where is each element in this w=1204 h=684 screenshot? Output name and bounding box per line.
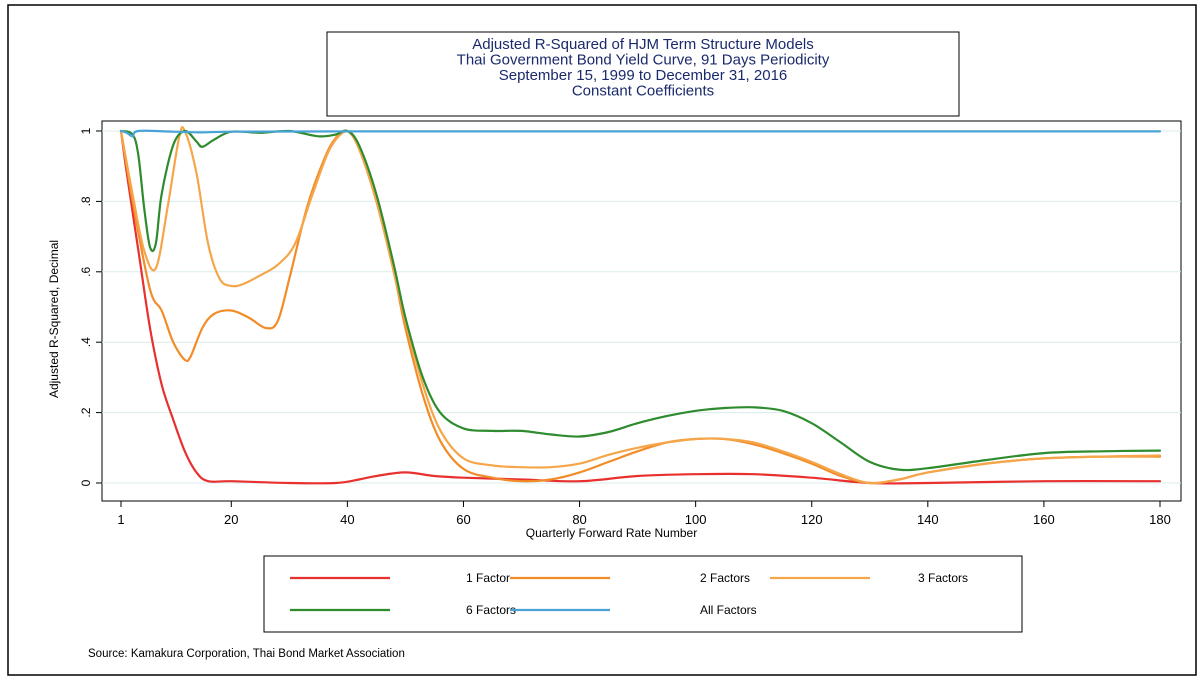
y-tick-label: .6 bbox=[79, 266, 93, 276]
y-tick-label: .2 bbox=[79, 407, 93, 417]
chart-title: Adjusted R-Squared of HJM Term Structure… bbox=[457, 36, 830, 100]
y-tick-label: 0 bbox=[79, 479, 93, 486]
legend-label-all-factors: All Factors bbox=[700, 603, 757, 617]
x-tick-label: 160 bbox=[1033, 512, 1055, 527]
x-tick-label: 140 bbox=[917, 512, 939, 527]
y-tick-label: .4 bbox=[79, 337, 93, 347]
title-box bbox=[326, 31, 960, 117]
chart-title-line: September 15, 1999 to December 31, 2016 bbox=[499, 67, 788, 84]
y-tick-label: .8 bbox=[79, 196, 93, 206]
y-tick-label: 1 bbox=[79, 127, 93, 134]
series-line-all-factors bbox=[119, 129, 1162, 138]
x-tick-label: 1 bbox=[117, 512, 124, 527]
plot-frame bbox=[101, 120, 1182, 502]
x-tick-label: 60 bbox=[456, 512, 470, 527]
legend-label-3-factors: 3 Factors bbox=[918, 571, 968, 585]
source-note: Source: Kamakura Corporation, Thai Bond … bbox=[88, 648, 405, 660]
legend-box bbox=[263, 555, 1023, 633]
x-tick-label: 80 bbox=[572, 512, 586, 527]
series-line-6-factors bbox=[119, 129, 1162, 472]
chart-title-line: Thai Government Bond Yield Curve, 91 Day… bbox=[457, 52, 830, 69]
series-line-3-factors bbox=[119, 126, 1162, 485]
x-axis-label: Quarterly Forward Rate Number bbox=[526, 526, 697, 540]
x-tick-label: 20 bbox=[224, 512, 238, 527]
x-tick-label: 120 bbox=[801, 512, 823, 527]
series-line-1-factor bbox=[119, 129, 1162, 485]
y-axis-label: Adjusted R-Squared, Decimal bbox=[47, 240, 61, 398]
legend-label-1-factor: 1 Factor bbox=[466, 571, 510, 585]
x-tick-label: 100 bbox=[685, 512, 707, 527]
chart-title-line: Constant Coefficients bbox=[572, 83, 714, 100]
chart-title-line: Adjusted R-Squared of HJM Term Structure… bbox=[472, 36, 814, 53]
plot-area: 0.2.4.6.811 20 40 60 80 100 120 140 160 180 bbox=[79, 120, 1182, 527]
legend: 1 Factor 2 Factors 3 Factors 6 Factors All F… bbox=[290, 571, 968, 617]
legend-label-6-factors: 6 Factors bbox=[466, 603, 516, 617]
x-tick-label: 180 bbox=[1149, 512, 1171, 527]
series-line-2-factors bbox=[119, 129, 1162, 485]
legend-label-2-factors: 2 Factors bbox=[700, 571, 750, 585]
x-tick-label: 40 bbox=[340, 512, 354, 527]
